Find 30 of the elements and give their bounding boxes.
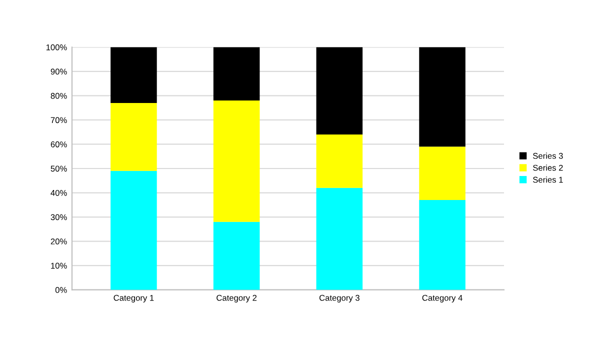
bar [213, 222, 260, 290]
x-tick-label: Category 3 [319, 294, 360, 302]
bar [316, 134, 363, 188]
bar [110, 102, 157, 171]
y-tick-label: 10% [51, 262, 67, 269]
legend-label: Series 2 [533, 164, 563, 171]
y-tick-label: 90% [50, 68, 67, 75]
y-tick-label: 40% [50, 190, 67, 196]
bar [419, 200, 466, 290]
bar [419, 146, 466, 200]
y-tick-label: 60% [50, 141, 67, 148]
legend-label: Series 1 [533, 176, 563, 183]
y-tick-label: 80% [50, 92, 67, 99]
x-tick-label: Category 1 [114, 294, 154, 302]
bar [419, 47, 466, 147]
bar [316, 188, 363, 290]
bar [213, 47, 260, 101]
y-tick-label: 0% [55, 287, 67, 293]
y-tick-label: 100% [46, 44, 67, 50]
bar [110, 170, 157, 290]
bar [213, 100, 260, 222]
bar [316, 47, 363, 135]
y-tick-label: 30% [50, 214, 67, 220]
y-tick-label: 70% [50, 117, 67, 124]
y-tick-label: 20% [50, 238, 67, 244]
x-tick-label: Category 2 [216, 294, 257, 302]
bar [110, 47, 157, 103]
y-tick-label: 50% [50, 166, 67, 172]
x-tick-label: Category 4 [422, 294, 462, 302]
legend-label: Series 3 [533, 152, 563, 159]
